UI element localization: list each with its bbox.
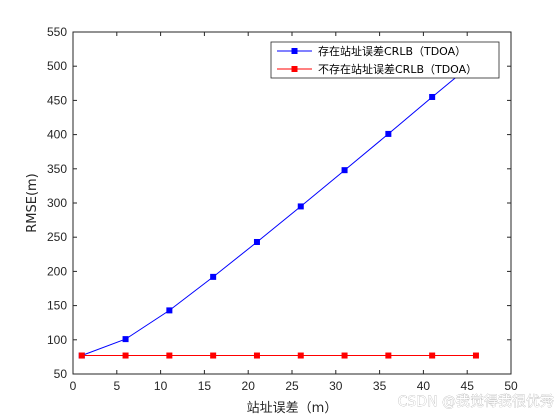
y-tick-label: 450 bbox=[47, 93, 67, 107]
x-tick-label: 45 bbox=[461, 379, 475, 393]
x-tick-label: 40 bbox=[417, 379, 431, 393]
x-tick-label: 0 bbox=[70, 379, 77, 393]
legend-box bbox=[270, 41, 500, 79]
data-point bbox=[341, 167, 348, 174]
data-point bbox=[429, 352, 436, 359]
data-point bbox=[122, 336, 129, 343]
legend-entry-1: 不存在站址误差CRLB（TDOA） bbox=[318, 62, 477, 76]
x-tick-label: 15 bbox=[198, 379, 212, 393]
series-layer bbox=[78, 57, 479, 359]
legend-swatch-marker-0 bbox=[291, 48, 298, 54]
x-tick-label: 50 bbox=[504, 379, 518, 393]
series-1 bbox=[78, 352, 479, 359]
y-axis-title: RMSE(m) bbox=[25, 173, 40, 233]
data-point bbox=[122, 352, 129, 359]
data-point bbox=[166, 307, 173, 314]
data-point bbox=[385, 352, 392, 359]
data-point bbox=[166, 352, 173, 359]
data-point bbox=[341, 352, 348, 359]
x-axis-title: 站址误差（m） bbox=[247, 401, 338, 416]
y-tick-label: 150 bbox=[47, 299, 67, 313]
x-tick-label: 30 bbox=[329, 379, 343, 393]
data-point bbox=[297, 203, 304, 210]
data-point bbox=[78, 352, 85, 359]
data-point bbox=[253, 352, 260, 359]
data-point bbox=[385, 130, 392, 137]
plot-area bbox=[72, 31, 512, 375]
legend-swatch-marker-1 bbox=[291, 66, 298, 72]
ticks-layer: 0 5 10 15 20 25 30 35 40 45 50 50 100 150 200 250 300 350… bbox=[47, 25, 518, 393]
y-tick-label: 350 bbox=[47, 162, 67, 176]
series-line-0 bbox=[81, 60, 477, 356]
x-tick-label: 10 bbox=[154, 379, 168, 393]
y-tick-label: 300 bbox=[47, 196, 67, 210]
y-tick-label: 50 bbox=[54, 367, 68, 381]
watermark: CSDN @我觉得我很优秀 bbox=[398, 393, 554, 410]
y-tick-label: 250 bbox=[47, 230, 67, 244]
x-tick-label: 35 bbox=[373, 379, 387, 393]
y-tick-label: 400 bbox=[47, 128, 67, 142]
x-tick-label: 20 bbox=[242, 379, 256, 393]
y-tick-label: 500 bbox=[47, 59, 67, 73]
legend: 存在站址误差CRLB（TDOA） 不存在站址误差CRLB（TDOA） bbox=[270, 41, 500, 79]
data-point bbox=[472, 352, 479, 359]
data-point bbox=[210, 273, 217, 280]
y-tick-label: 550 bbox=[47, 25, 67, 39]
x-tick-label: 25 bbox=[285, 379, 299, 393]
y-tick-label: 200 bbox=[47, 264, 67, 278]
data-point bbox=[210, 352, 217, 359]
y-tick-label: 100 bbox=[47, 333, 67, 347]
data-point bbox=[253, 238, 260, 245]
data-point bbox=[297, 352, 304, 359]
x-tick-label: 5 bbox=[113, 379, 120, 393]
legend-entry-0: 存在站址误差CRLB（TDOA） bbox=[318, 44, 466, 58]
data-point bbox=[429, 93, 436, 100]
